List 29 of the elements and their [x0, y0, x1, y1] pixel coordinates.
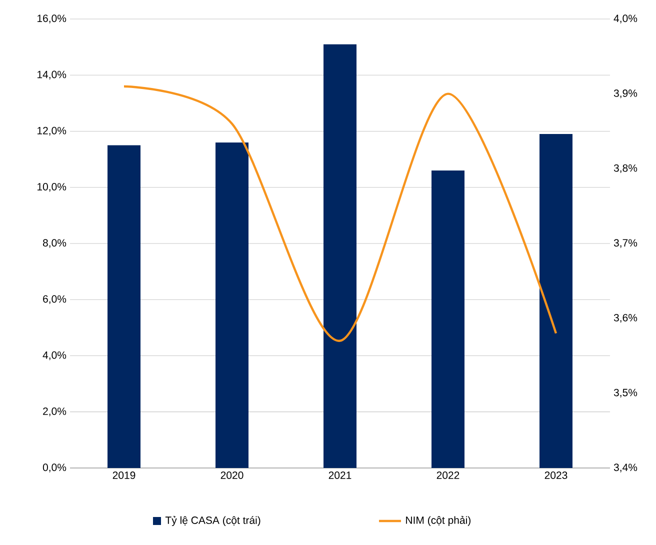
x-tick-label: 2021 [328, 472, 352, 479]
y-tick-label: 12,0% [38, 126, 66, 136]
legend-label: Tỷ lệ CASA (cột trái) [165, 516, 260, 526]
y2-tick-label: 3,6% [614, 314, 638, 323]
y2-tick-label: 3,4% [614, 464, 638, 472]
y-tick-label: 8,0% [42, 239, 66, 248]
bar [431, 170, 464, 468]
y-tick-label: 0,0% [42, 464, 66, 472]
y-tick-label: 14,0% [38, 70, 66, 80]
x-tick-label: 2023 [544, 472, 568, 479]
y-tick-label: 6,0% [43, 295, 66, 304]
bar [323, 44, 356, 468]
y2-tick-label: 3,7% [614, 239, 638, 248]
y-tick-label: 4,0% [42, 351, 66, 360]
x-tick-label: 2019 [112, 472, 136, 479]
y-tick-label: 16,0% [38, 14, 66, 24]
y-tick-label: 2,0% [43, 408, 66, 416]
y2-tick-label: 3,8% [614, 164, 638, 174]
x-tick-label: 2022 [436, 472, 460, 479]
bar [539, 134, 572, 468]
y2-tick-label: 3,5% [614, 388, 638, 398]
y-tick-label: 10,0% [38, 183, 66, 192]
x-tick-label: 2020 [220, 472, 244, 479]
bar [216, 142, 248, 468]
legend-label: NIM (cột phải) [406, 516, 470, 526]
line-series [122, 85, 558, 342]
bar [108, 145, 141, 468]
y2-tick-label: 4,0% [614, 14, 638, 24]
y2-tick-label: 3,9% [614, 90, 638, 98]
